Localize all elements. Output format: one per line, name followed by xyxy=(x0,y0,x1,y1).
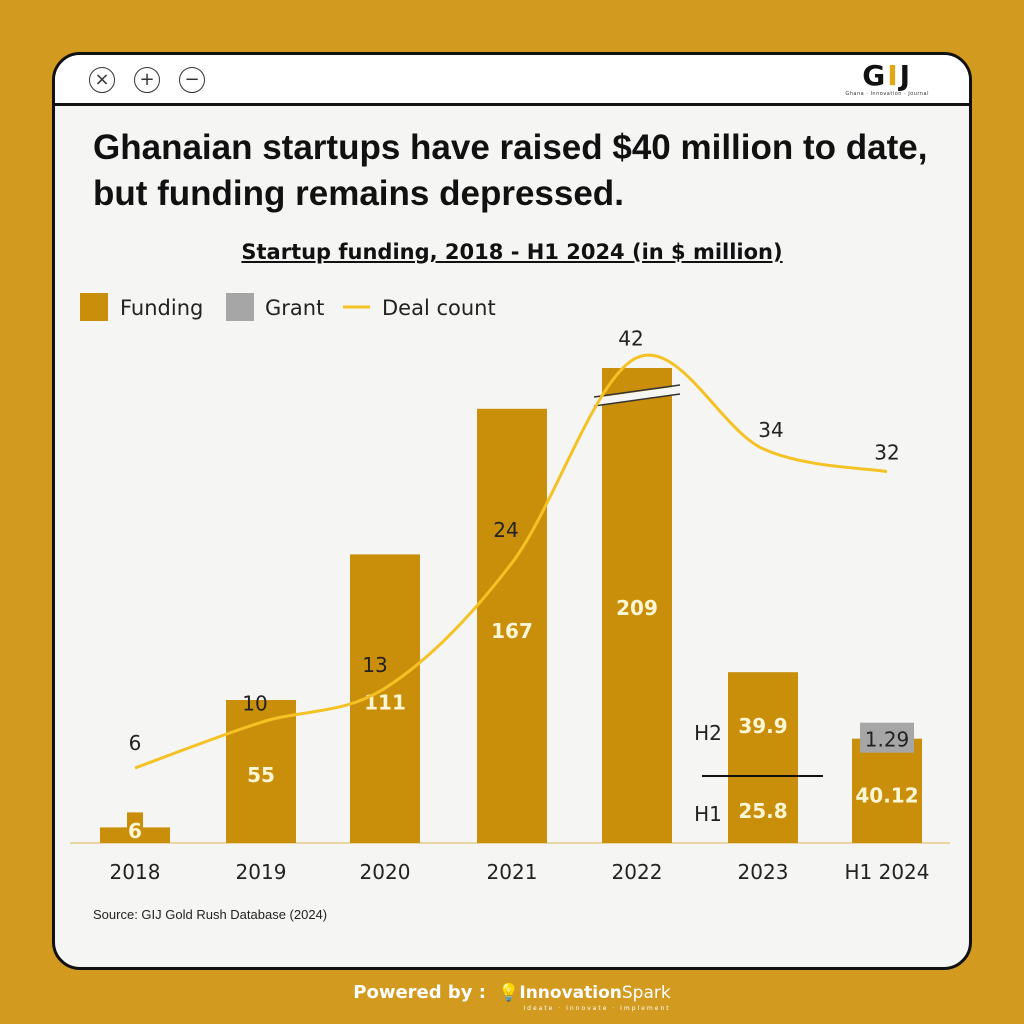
chart-title: Startup funding, 2018 - H1 2024 (in $ mi… xyxy=(241,240,783,264)
x-tick-label: H1 2024 xyxy=(844,860,929,884)
bar-funding-2018 xyxy=(100,827,170,843)
x-tick-label: 2018 xyxy=(110,860,161,884)
grant-value-label: 1.29 xyxy=(865,728,910,752)
logo-tagline: Ghana · Innovation · Journal xyxy=(845,91,929,97)
headline: Ghanaian startups have raised $40 millio… xyxy=(93,128,928,213)
bar-funding-H1-2024 xyxy=(852,738,922,843)
legend-deal-count-label: Deal count xyxy=(382,296,496,320)
x-tick-label: 2020 xyxy=(360,860,411,884)
h1-label: H1 xyxy=(694,802,722,826)
x-tick-label: 2022 xyxy=(612,860,663,884)
legend-funding-swatch xyxy=(80,293,108,321)
axis-break-gap xyxy=(594,386,680,406)
source-note: Source: GIJ Gold Rush Database (2024) xyxy=(93,907,328,922)
bar-funding-2021 xyxy=(477,408,547,843)
logo-g: G xyxy=(862,59,888,92)
h2-label: H2 xyxy=(694,721,722,745)
legend-grant-label: Grant xyxy=(265,296,324,320)
brand-bold: Innovation xyxy=(519,983,622,1003)
funding-value-label: 55 xyxy=(247,763,275,787)
bar-funding-2022 xyxy=(602,368,672,843)
funding-value-label: 111 xyxy=(364,690,406,714)
funding-value-label: 209 xyxy=(616,596,658,620)
zoom-out-icon[interactable]: − xyxy=(179,67,205,93)
powered-by-label: Powered by : xyxy=(353,982,486,1003)
brand-tagline: Ideate · Innovate · Implement xyxy=(523,1005,671,1012)
deal-count-label: 13 xyxy=(362,653,387,677)
legend-funding-label: Funding xyxy=(120,296,203,320)
close-icon[interactable]: × xyxy=(89,67,115,93)
bar-funding-2023 xyxy=(728,672,798,843)
axis-break-line xyxy=(593,393,681,407)
deal-count-label: 6 xyxy=(129,731,142,755)
brand-light: Spark xyxy=(621,983,671,1003)
x-tick-label: 2019 xyxy=(236,860,287,884)
deal-count-label: 10 xyxy=(242,691,267,715)
h1-value-label: 25.8 xyxy=(738,799,787,823)
x-tick-label: 2023 xyxy=(738,860,789,884)
innovationspark-logo: 💡InnovationSpark xyxy=(492,983,671,1003)
deal-count-label: 42 xyxy=(618,327,643,351)
window-bar: × + − GIJ Ghana · Innovation · Journal xyxy=(55,55,969,106)
deal-count-label: 32 xyxy=(874,441,899,465)
funding-value-label: 40.12 xyxy=(855,784,918,808)
legend-grant-swatch xyxy=(226,293,254,321)
deal-count-label: 24 xyxy=(493,518,518,542)
axis-break-line xyxy=(593,384,681,398)
logo-j: J xyxy=(899,59,913,92)
funding-value-label: 167 xyxy=(491,619,533,643)
bar-grant-H1-2024 xyxy=(860,722,914,753)
deal-count-line xyxy=(134,353,888,770)
bar-label-tab xyxy=(127,812,143,829)
logo-bulb-icon: I xyxy=(887,59,900,92)
x-tick-label: 2021 xyxy=(487,860,538,884)
funding-value-label: 6 xyxy=(128,819,142,843)
gij-logo: GIJ Ghana · Innovation · Journal xyxy=(845,61,929,98)
footer: Powered by : 💡InnovationSpark Ideate · I… xyxy=(0,982,1024,1013)
zoom-in-icon[interactable]: + xyxy=(134,67,160,93)
deal-count-label: 34 xyxy=(758,418,783,442)
h2-value-label: 39.9 xyxy=(738,714,787,738)
